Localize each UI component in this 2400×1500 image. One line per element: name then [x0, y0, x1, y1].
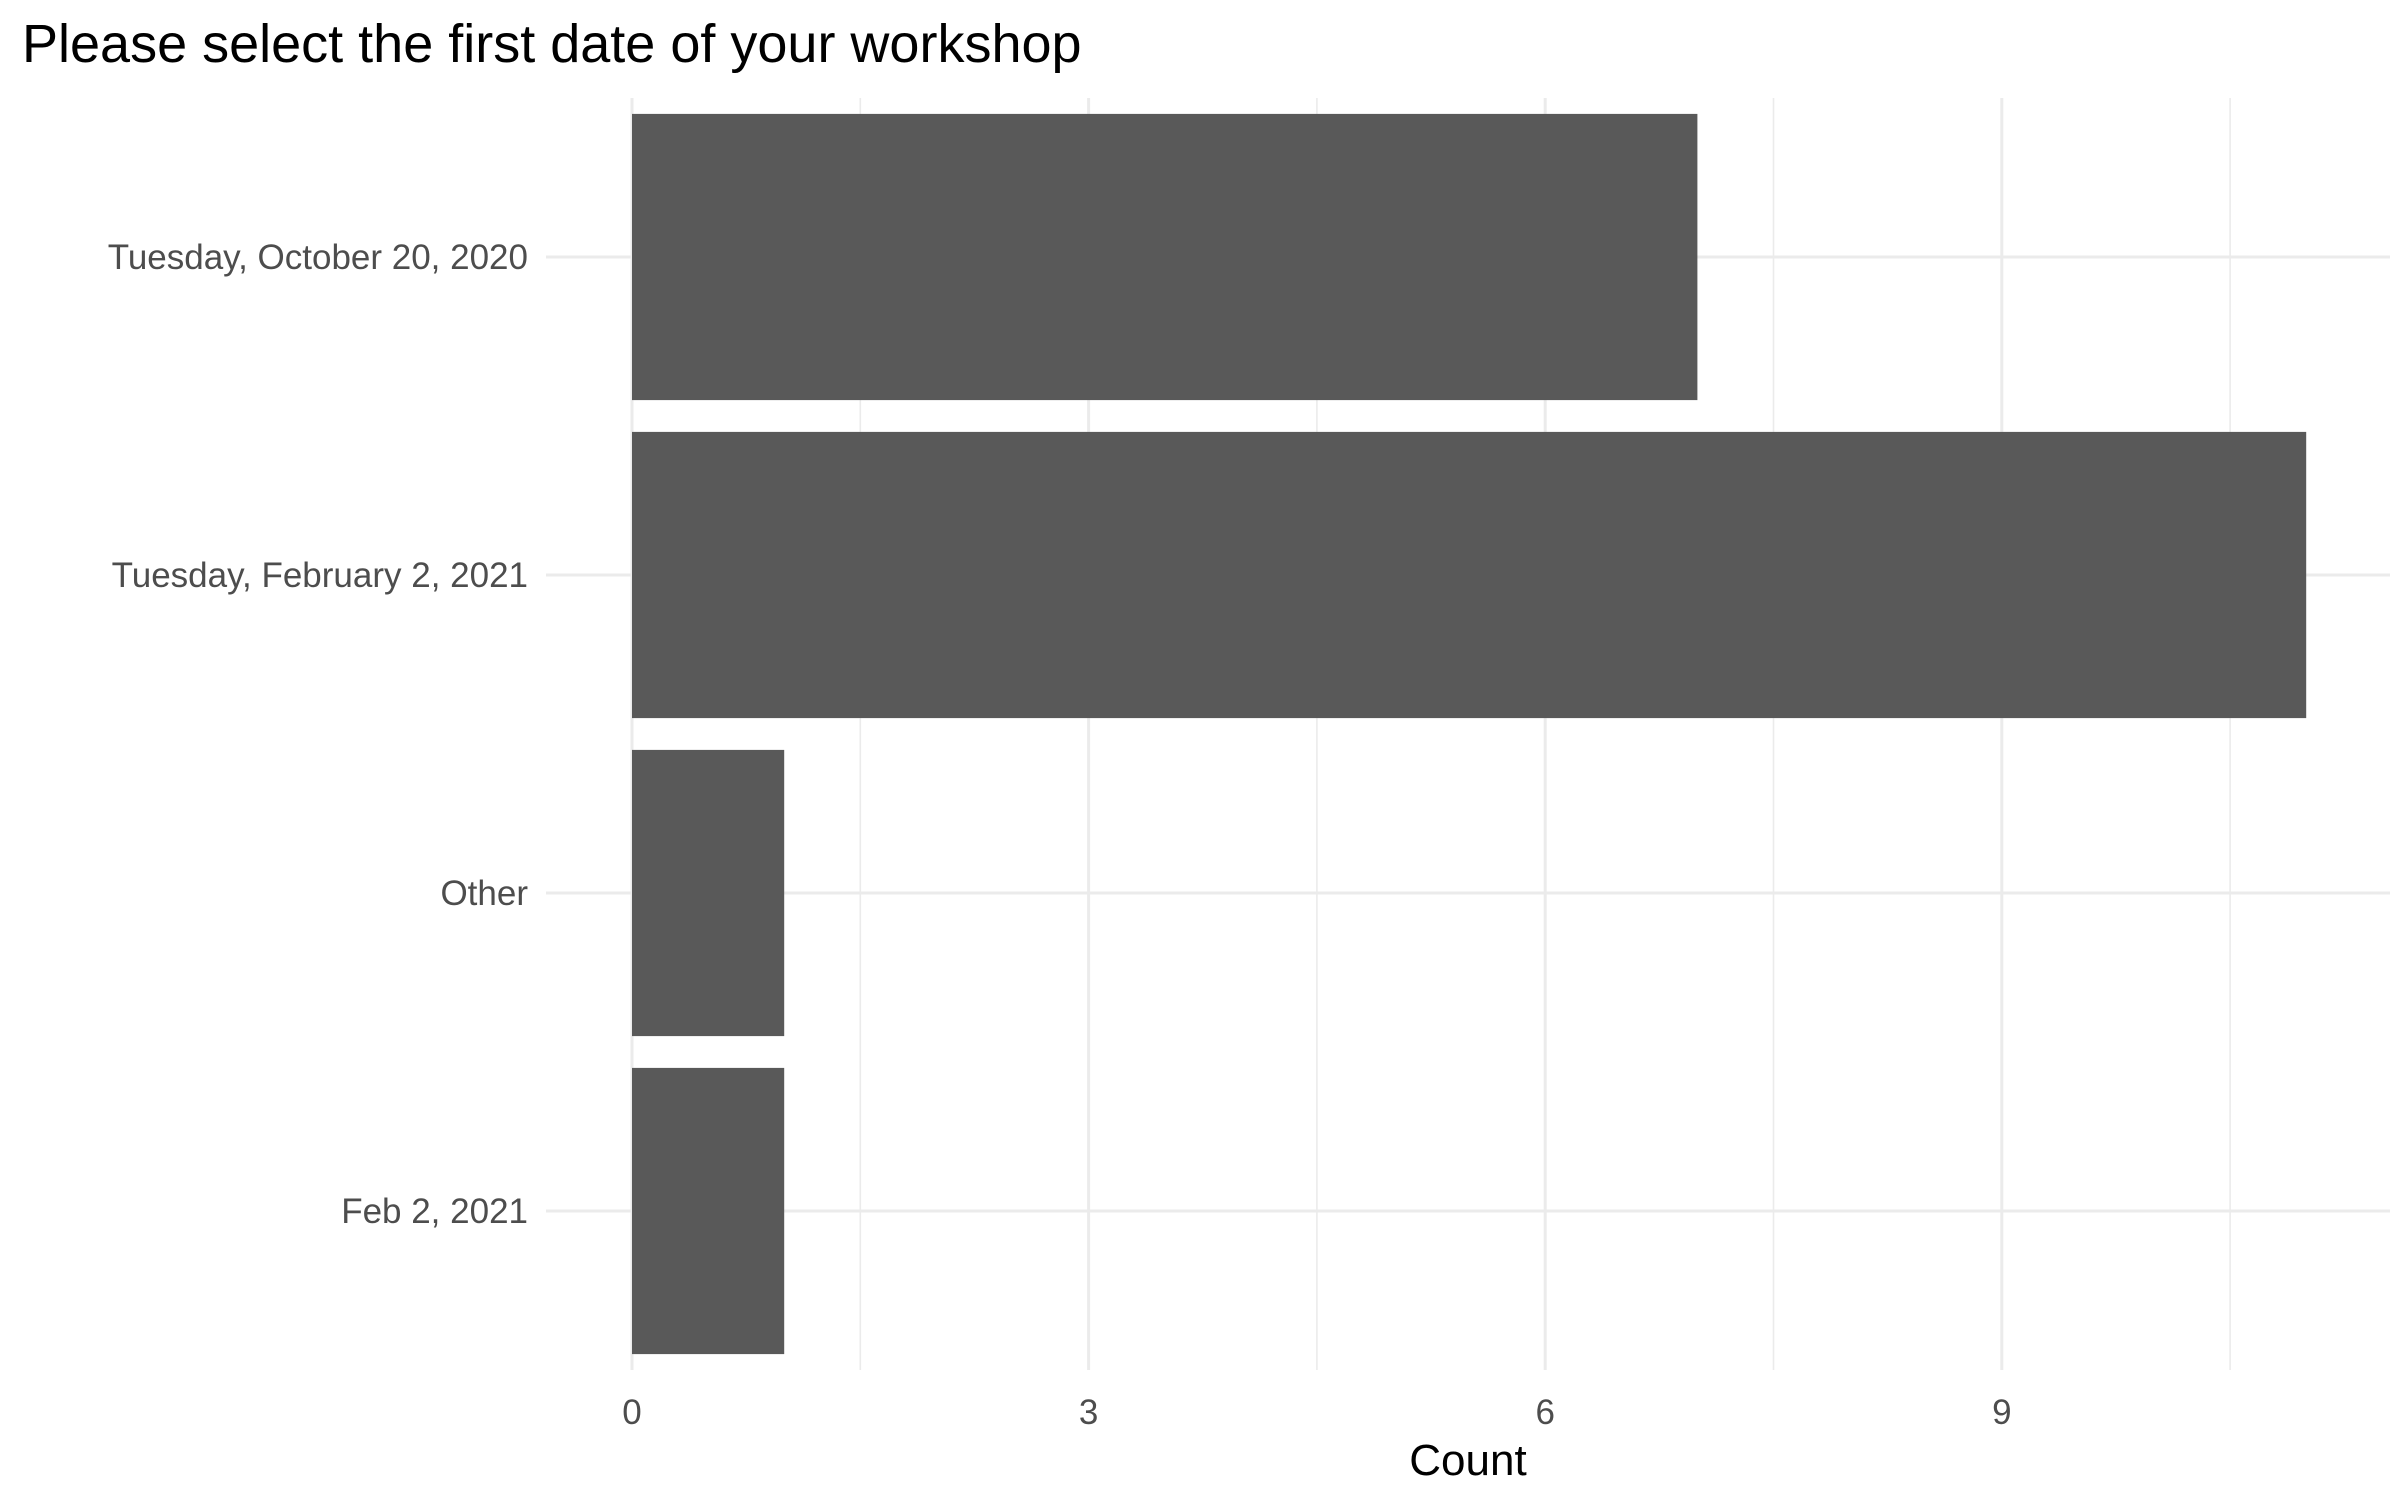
category-label: Other	[440, 874, 528, 913]
category-label: Tuesday, October 20, 2020	[108, 238, 528, 277]
bar	[632, 113, 1698, 401]
bar	[632, 1067, 785, 1355]
category-labels: Tuesday, October 20, 2020 Tuesday, Februa…	[108, 238, 529, 1231]
category-label: Feb 2, 2021	[341, 1192, 528, 1231]
chart-title: Please select the first date of your wor…	[22, 14, 1082, 74]
bar	[632, 431, 2307, 719]
bar	[632, 749, 785, 1037]
category-label: Tuesday, February 2, 2021	[112, 556, 528, 595]
x-tick-label: 6	[1535, 1393, 1554, 1432]
x-tick-labels: 0 3 6 9	[622, 1393, 2011, 1432]
x-tick-label: 0	[622, 1393, 641, 1432]
bars	[632, 113, 2307, 1355]
x-axis-title: Count	[1409, 1436, 1526, 1485]
x-tick-label: 3	[1079, 1393, 1098, 1432]
x-tick-label: 9	[1992, 1393, 2011, 1432]
